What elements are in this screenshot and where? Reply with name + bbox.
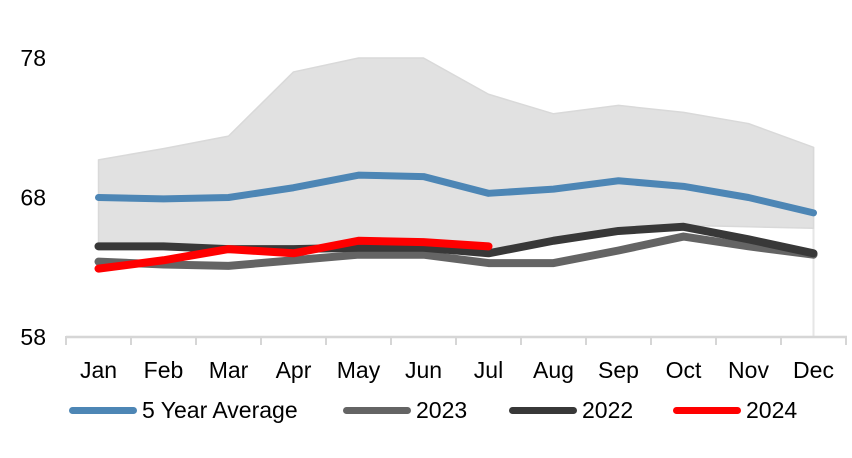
series-line-2024 <box>94 236 493 273</box>
legend-label-2024: 2024 <box>746 397 798 423</box>
month-label-feb: Feb <box>144 357 184 383</box>
month-label-jul: Jul <box>474 357 503 383</box>
month-label-aug: Aug <box>533 357 574 383</box>
legend-swatch-2022 <box>509 406 577 414</box>
month-label-may: May <box>337 357 381 383</box>
legend-swatch-2023 <box>343 406 411 414</box>
legend-item-5-year-average: 5 Year Average <box>69 396 298 424</box>
legend-label-2022: 2022 <box>582 397 634 423</box>
legend: 5 Year Average 2023 2022 2024 <box>0 396 852 424</box>
month-label-jun: Jun <box>405 357 442 383</box>
month-label-sep: Sep <box>598 357 639 383</box>
series-line-2023 <box>94 232 818 270</box>
legend-label-2023: 2023 <box>416 397 468 423</box>
range-band <box>97 57 815 253</box>
month-label-apr: Apr <box>276 357 312 383</box>
y-tick-label-68: 68 <box>20 185 46 211</box>
month-label-jan: Jan <box>80 357 117 383</box>
month-label-oct: Oct <box>666 357 702 383</box>
series-line-5-year-average <box>95 171 817 217</box>
y-tick-label-58: 58 <box>20 324 46 350</box>
month-label-nov: Nov <box>728 357 769 383</box>
legend-label-5-year-average: 5 Year Average <box>142 397 298 423</box>
legend-item-2022: 2022 <box>509 396 633 424</box>
month-label-mar: Mar <box>209 357 249 383</box>
legend-item-2023: 2023 <box>343 396 467 424</box>
y-tick-label-78: 78 <box>20 45 46 71</box>
legend-swatch-2024 <box>673 406 741 414</box>
month-label-dec: Dec <box>793 357 834 383</box>
legend-item-2024: 2024 <box>673 396 797 424</box>
legend-swatch-5-year-average <box>69 406 137 414</box>
